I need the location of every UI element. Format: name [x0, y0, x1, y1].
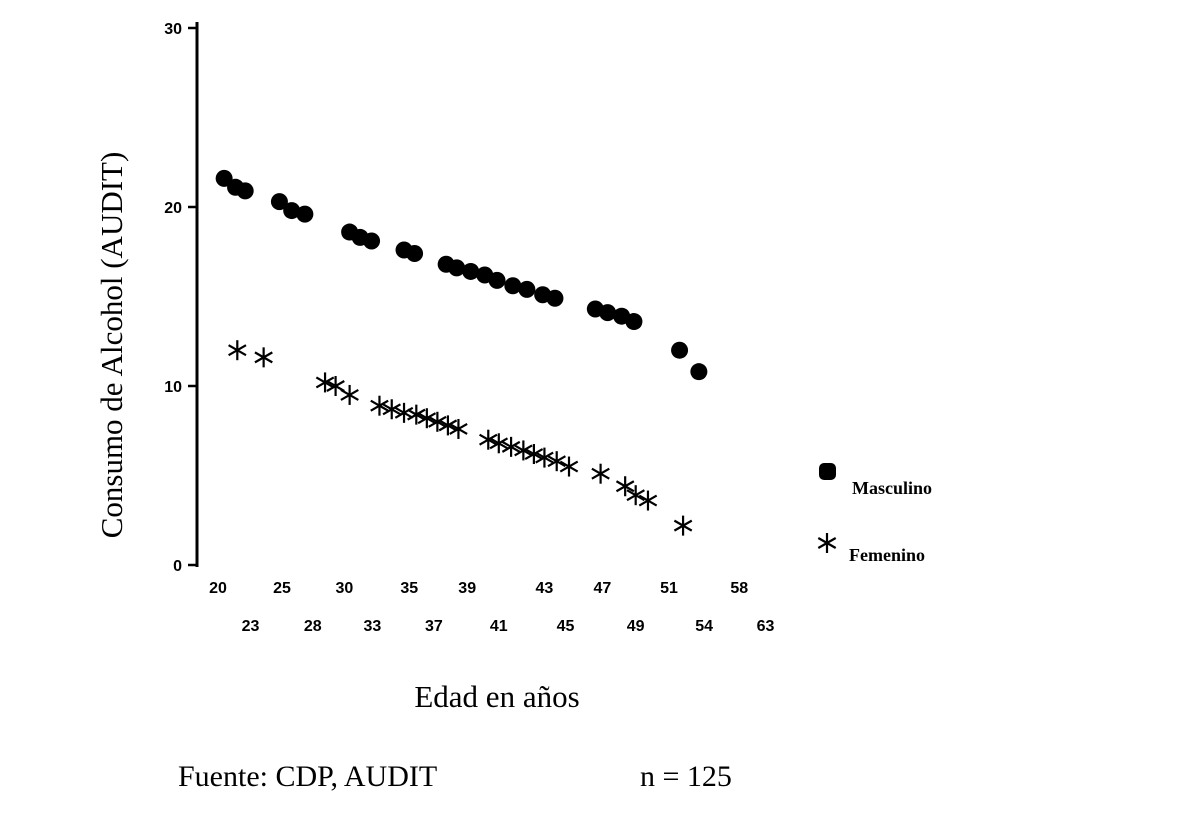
data-point-femenino	[489, 433, 509, 454]
y-tick-label: 10	[164, 379, 182, 396]
data-point-femenino	[638, 490, 658, 511]
data-point-masculino	[236, 182, 254, 200]
y-axis-label: Consumo de Alcohol (AUDIT)	[94, 152, 129, 539]
x-tick-label: 25	[273, 580, 291, 597]
data-point-masculino	[283, 202, 301, 220]
data-point-femenino	[615, 476, 635, 497]
data-point-masculino	[518, 280, 536, 298]
data-point-femenino	[394, 402, 414, 423]
x-tick-label: 20	[209, 580, 227, 597]
data-point-femenino	[673, 515, 693, 536]
legend-marker-masculino	[819, 463, 836, 480]
data-point-masculino	[625, 313, 643, 331]
data-point-femenino	[228, 340, 247, 361]
data-point-femenino	[340, 384, 359, 405]
data-point-femenino	[501, 436, 521, 457]
x-tick-label: 35	[400, 580, 418, 597]
x-tick-label: 39	[458, 580, 476, 597]
x-tick-label: 41	[490, 618, 508, 635]
data-point-femenino	[514, 440, 533, 461]
data-point-femenino	[626, 485, 645, 506]
y-tick-label: 0	[173, 558, 182, 575]
data-point-masculino	[462, 262, 480, 280]
x-tick-label: 43	[536, 580, 554, 597]
y-ticks: 0 10 20 30	[164, 21, 197, 575]
x-tick-label: 23	[242, 618, 260, 635]
data-point-masculino	[215, 169, 233, 187]
data-point-femenino	[254, 347, 273, 368]
data-point-femenino	[535, 447, 554, 468]
data-point-femenino	[428, 411, 447, 432]
legend-label-masculino: Masculino	[852, 478, 932, 498]
y-tick-label: 30	[164, 21, 182, 38]
legend-marker-femenino	[817, 533, 837, 553]
data-point-femenino	[315, 372, 335, 393]
data-point-femenino	[547, 451, 566, 472]
x-ticks: 20 25 30 35 39 43 47 51 58 23 28 33 37 41 45 49 54 63	[209, 580, 774, 635]
data-point-femenino	[591, 463, 610, 484]
sample-size: n = 125	[640, 760, 732, 793]
series-femenino	[228, 340, 693, 536]
x-tick-label: 30	[335, 580, 353, 597]
data-point-masculino	[504, 277, 522, 295]
data-point-masculino	[546, 289, 564, 307]
data-point-masculino	[363, 232, 381, 250]
data-point-femenino	[382, 399, 401, 420]
data-point-masculino	[599, 304, 617, 322]
series-masculino	[215, 169, 708, 381]
data-point-masculino	[671, 341, 689, 359]
x-tick-label: 47	[593, 580, 611, 597]
x-tick-label: 51	[660, 580, 678, 597]
legend: Masculino Femenino	[817, 463, 932, 565]
x-tick-label: 49	[627, 618, 645, 635]
data-point-femenino	[407, 404, 426, 425]
data-point-masculino	[690, 363, 708, 381]
x-tick-label: 45	[557, 618, 575, 635]
x-tick-label: 33	[364, 618, 382, 635]
data-point-femenino	[438, 415, 458, 436]
x-tick-label: 37	[425, 618, 443, 635]
data-point-masculino	[488, 271, 506, 289]
x-tick-label: 28	[304, 618, 322, 635]
x-tick-label: 58	[730, 580, 748, 597]
data-point-femenino	[479, 429, 498, 450]
x-axis-label: Edad en años	[414, 679, 579, 714]
data-point-masculino	[448, 259, 466, 277]
data-point-femenino	[370, 395, 389, 416]
x-tick-label: 63	[757, 618, 775, 635]
data-point-femenino	[449, 418, 468, 439]
data-point-femenino	[559, 456, 579, 477]
data-point-femenino	[524, 444, 544, 465]
data-point-femenino	[417, 408, 437, 429]
data-point-masculino	[296, 205, 314, 223]
source-note: Fuente: CDP, AUDIT	[178, 760, 437, 793]
y-tick-label: 20	[164, 200, 182, 217]
legend-label-femenino: Femenino	[849, 545, 925, 565]
data-point-masculino	[270, 193, 288, 211]
data-point-masculino	[406, 245, 424, 263]
x-tick-label: 54	[695, 618, 713, 635]
